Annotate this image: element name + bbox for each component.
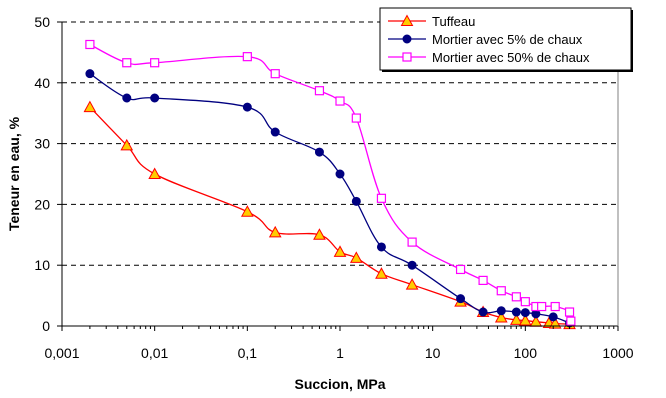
axes xyxy=(57,21,619,331)
legend-marker xyxy=(402,34,412,44)
series-2-point xyxy=(351,196,361,206)
series-3-point xyxy=(537,301,547,312)
series-1-point xyxy=(333,245,347,257)
series-2-point xyxy=(150,93,160,103)
series-3-point xyxy=(376,193,387,203)
y-tick-label: 30 xyxy=(34,136,50,152)
series-1-point xyxy=(148,167,162,179)
series-2-point xyxy=(496,306,506,316)
x-tick-label: 100 xyxy=(514,345,538,361)
x-tick-label: 1 xyxy=(336,345,344,361)
series-2-point xyxy=(376,242,386,252)
series-1-point xyxy=(405,278,419,290)
legend-marker xyxy=(400,14,414,26)
series-2-point xyxy=(85,69,95,79)
series-2-point xyxy=(511,307,521,317)
series-3-point xyxy=(550,301,560,312)
y-tick-label: 0 xyxy=(42,318,50,334)
series-1-point xyxy=(510,313,523,325)
x-tick-label: 1000 xyxy=(602,345,633,361)
series-1-point xyxy=(120,138,134,151)
series-1-point xyxy=(494,310,508,323)
series-2-point xyxy=(242,102,252,112)
series-1-point xyxy=(240,205,254,217)
series-1-point xyxy=(83,100,97,113)
series-1-point xyxy=(313,228,326,240)
series-1-point xyxy=(518,313,532,326)
legend: Tuffeau Mortier avec 5% de chaux Mortier a… xyxy=(379,7,633,72)
series-3-point xyxy=(335,96,345,106)
series-2-point xyxy=(520,308,530,318)
series-2-point xyxy=(122,93,132,103)
x-tick-label: 0,1 xyxy=(238,345,258,361)
series-2-point xyxy=(314,147,324,157)
x-tick-label: 10 xyxy=(425,345,441,361)
y-axis-title: Teneur en eau, % xyxy=(6,116,22,231)
y-tick-label: 40 xyxy=(34,75,50,91)
series-2-point xyxy=(270,127,280,137)
legend-marker xyxy=(402,52,412,62)
series-2-point xyxy=(456,294,466,304)
series-3-point xyxy=(455,264,466,275)
series-3-point xyxy=(351,113,361,123)
series-3-point xyxy=(242,52,252,62)
y-tick-label: 20 xyxy=(34,196,50,212)
series-2-point xyxy=(478,307,488,317)
series-1-point xyxy=(268,225,282,238)
legend-label: Mortier avec 5% de chaux xyxy=(432,32,583,47)
series-3-point xyxy=(270,69,280,79)
tick-labels: 0 10 20 30 40 50 0,001 0,01 0,1 1 10 100 1000 xyxy=(34,14,633,361)
legend-label: Mortier avec 50% de chaux xyxy=(432,50,590,65)
series-3-point xyxy=(511,292,521,302)
series-3-point xyxy=(122,58,132,68)
series-1-point xyxy=(375,267,388,279)
series-3-point xyxy=(407,237,417,247)
series-3-point xyxy=(520,297,530,307)
x-tick-label: 0,01 xyxy=(141,345,168,361)
series-markers xyxy=(83,39,576,330)
series-2-point xyxy=(548,312,558,322)
legend-label: Tuffeau xyxy=(432,14,475,29)
series-2-point xyxy=(407,260,417,270)
x-axis-title: Succion, MPa xyxy=(294,376,385,392)
series-3-point xyxy=(496,286,506,296)
x-tick-label: 0,001 xyxy=(44,345,79,361)
series-3-point xyxy=(314,86,325,96)
series-3-point xyxy=(85,39,95,50)
series-1-point xyxy=(349,251,363,263)
series-2-point xyxy=(335,169,345,179)
series-3-point xyxy=(566,316,576,326)
y-tick-label: 50 xyxy=(34,14,50,30)
y-tick-label: 10 xyxy=(34,257,50,273)
series-3-point xyxy=(478,275,488,285)
series-3-point xyxy=(150,58,160,68)
series-3-point xyxy=(564,307,575,317)
